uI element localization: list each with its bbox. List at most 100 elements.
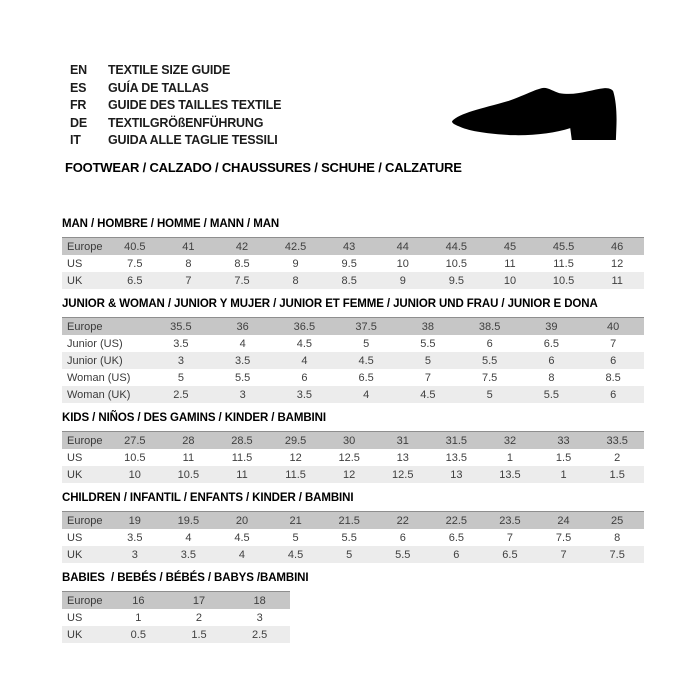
size-cell: 13	[450, 468, 463, 481]
language-code: ES	[70, 80, 87, 95]
table-row: Woman (UK) 2.5 3 3.5 4 4.5 5 5.5 6	[62, 386, 644, 403]
row-label: US	[67, 531, 83, 544]
size-cell: 5	[486, 388, 493, 401]
size-cell: 5	[346, 548, 353, 561]
size-cell: 4.5	[234, 531, 250, 544]
size-cell: 7.5	[234, 274, 250, 287]
size-cell: 1.5	[555, 451, 572, 464]
size-cell: 2.5	[173, 388, 189, 401]
size-cell: 6	[301, 371, 308, 384]
size-cell: 25	[611, 514, 624, 527]
size-cell: 44	[396, 240, 409, 253]
size-cell: 10.5	[177, 468, 200, 481]
size-cell: 5.5	[341, 531, 357, 544]
language-line-de: DE TEXTILGRÖßENFÜHRUNG	[70, 115, 281, 133]
size-cell: 22	[396, 514, 409, 527]
size-cell: 36.5	[293, 320, 316, 333]
table-row: Junior (US) 3.5 4 4.5 5 5.5 6 6.5 7	[62, 335, 644, 352]
size-table: Europe 35.5 36 36.5 37.5 38 38.5 39 40 Junior (US…	[62, 317, 644, 403]
size-table: Europe 16 17 18 US 1 2 3 UK 0.5 1.5 2.5	[62, 591, 290, 643]
language-code: IT	[70, 133, 81, 148]
table-row: US 3.5 4 4.5 5 5.5 6 6.5 7 7.5 8	[62, 529, 644, 546]
size-cell: 45.5	[552, 240, 575, 253]
size-cell: 40	[607, 320, 620, 333]
language-label: GUIDE DES TAILLES TEXTILE	[108, 98, 282, 113]
size-cell: 6.5	[448, 531, 464, 544]
language-code: FR	[70, 98, 87, 113]
size-cell: 11.5	[553, 257, 574, 270]
size-cell: 4.5	[287, 548, 304, 561]
size-cell: 5	[424, 354, 431, 367]
size-cell: 3	[256, 611, 263, 624]
size-cell: 8.5	[605, 371, 621, 384]
size-cell: 9	[399, 274, 406, 287]
size-tables: MAN / HOMBRE / HOMME / MANN / MAN Europe 4…	[62, 218, 644, 652]
size-cell: 4.5	[420, 388, 436, 401]
size-cell: 3.5	[180, 548, 197, 561]
size-cell: 28.5	[231, 434, 253, 447]
table-row: US 10.5 11 11.5 12 12.5 13 13.5 1 1.5 2	[62, 449, 644, 466]
size-cell: 11.5	[285, 468, 306, 481]
size-cell: 5.5	[543, 388, 560, 401]
row-label: Junior (UK)	[67, 354, 123, 367]
size-cell: 11	[504, 257, 516, 270]
size-cell: 2.5	[252, 628, 268, 641]
size-cell: 6	[399, 531, 406, 544]
language-title-block: EN TEXTILE SIZE GUIDE ES GUÍA DE TALLAS FR GU…	[70, 62, 281, 150]
row-label: Europe	[67, 434, 103, 447]
size-cell: 35.5	[170, 320, 192, 333]
language-line-es: ES GUÍA DE TALLAS	[70, 80, 281, 98]
size-cell: 1.5	[191, 628, 207, 641]
size-cell: 7	[506, 531, 514, 544]
size-cell: 29.5	[284, 434, 307, 447]
size-table-section: BABIES / BEBÉS / BÉBÉS / BABYS /BAMBINI E…	[62, 572, 644, 643]
size-cell: 7.5	[481, 371, 498, 384]
size-cell: 1.5	[609, 468, 625, 481]
table-row: Woman (US) 5 5.5 6 6.5 7 7.5 8 8.5	[62, 369, 644, 386]
row-label: US	[67, 611, 83, 624]
row-label: US	[67, 451, 83, 464]
size-cell: 19	[128, 514, 141, 527]
size-cell: 42.5	[284, 240, 307, 253]
size-cell: 12	[289, 451, 302, 464]
row-label: US	[67, 257, 83, 270]
size-cell: 5.5	[481, 354, 498, 367]
size-cell: 8.5	[234, 257, 250, 270]
size-cell: 1	[506, 451, 514, 464]
size-cell: 10.5	[445, 257, 468, 270]
language-label: TEXTILE SIZE GUIDE	[108, 63, 231, 77]
size-cell: 9	[292, 257, 299, 270]
size-cell: 6.5	[358, 371, 374, 384]
size-cell: 11	[611, 274, 623, 287]
size-cell: 4.5	[358, 354, 374, 367]
table-row: US 7.5 8 8.5 9 9.5 10 10.5 11 11.5 12	[62, 255, 644, 272]
size-cell: 9.5	[341, 257, 357, 270]
size-cell: 8	[548, 371, 555, 384]
size-cell: 10	[503, 274, 517, 287]
size-cell: 10.5	[124, 451, 146, 464]
table-row: Europe 16 17 18	[62, 591, 290, 609]
size-cell: 8	[292, 274, 299, 287]
size-cell: 6	[453, 548, 460, 561]
size-cell: 7	[560, 548, 567, 561]
size-cell: 27.5	[124, 434, 146, 447]
row-label: UK	[67, 468, 83, 481]
size-cell: 7.5	[609, 548, 625, 561]
size-cell: 6.5	[127, 274, 143, 287]
size-cell: 19.5	[177, 514, 200, 527]
size-table: Europe 40.5 41 42 42.5 43 44 44.5 45 45.5 46 US 7.5 8…	[62, 237, 644, 289]
size-cell: 43	[343, 240, 356, 253]
size-cell: 1	[560, 468, 567, 481]
row-label: Europe	[67, 240, 103, 253]
size-cell: 10.5	[552, 274, 575, 287]
table-row: US 1 2 3	[62, 609, 290, 626]
size-cell: 6	[548, 354, 555, 367]
size-cell: 28	[182, 434, 195, 447]
size-cell: 7	[610, 337, 617, 350]
language-line-en: EN TEXTILE SIZE GUIDE	[70, 62, 281, 80]
size-cell: 21	[289, 514, 302, 527]
size-cell: 8	[614, 531, 621, 544]
size-cell: 2	[614, 451, 621, 464]
row-label: UK	[67, 274, 83, 287]
size-cell: 2	[195, 611, 203, 624]
